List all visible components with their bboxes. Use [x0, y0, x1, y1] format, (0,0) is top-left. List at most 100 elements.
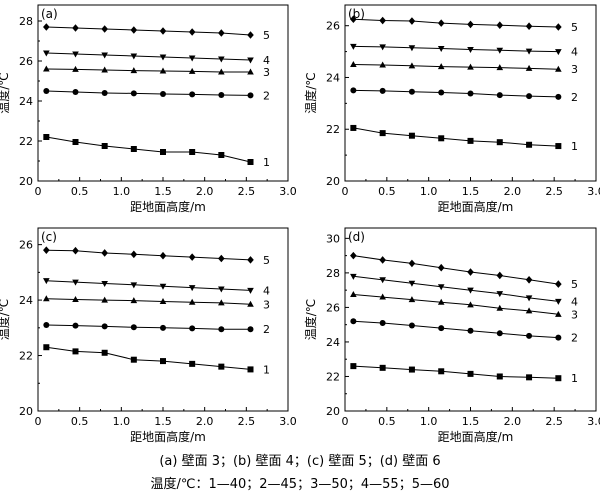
- data-point-5: [525, 22, 533, 31]
- series-label: 5: [571, 278, 578, 291]
- data-point-2: [160, 324, 166, 331]
- y-tick-label: 26: [326, 20, 340, 33]
- series-line-3: [353, 294, 559, 315]
- data-point-1: [72, 139, 79, 145]
- series-5: 5: [43, 246, 270, 267]
- data-point-1: [130, 146, 137, 152]
- chart-panel-4: 00.51.01.52.02.53.0202224262830距地面高度/m温度…: [303, 227, 600, 444]
- series-line-5: [353, 18, 559, 28]
- data-point-4: [43, 278, 50, 285]
- data-point-5: [72, 24, 79, 32]
- series-line-2: [353, 89, 559, 98]
- data-point-2: [72, 89, 79, 95]
- x-tick-label: 0: [342, 185, 349, 198]
- x-tick-label: 3.0: [279, 185, 297, 198]
- series-2: 2: [350, 87, 578, 104]
- data-point-5: [437, 263, 445, 272]
- data-point-4: [188, 285, 196, 292]
- data-point-5: [188, 253, 196, 261]
- data-point-2: [408, 88, 415, 95]
- data-point-2: [247, 92, 254, 99]
- y-tick-label: 24: [326, 336, 340, 349]
- data-point-5: [496, 21, 504, 29]
- data-point-1: [408, 366, 415, 373]
- series-label: 4: [571, 46, 578, 59]
- series-line-1: [46, 346, 251, 370]
- data-point-3: [159, 297, 167, 304]
- series-line-2: [46, 90, 251, 96]
- data-point-4: [525, 295, 533, 302]
- data-point-2: [526, 332, 533, 339]
- data-point-2: [189, 91, 196, 98]
- data-point-1: [43, 344, 50, 351]
- data-point-5: [408, 259, 416, 268]
- y-tick-label: 24: [19, 95, 33, 108]
- data-point-4: [247, 57, 254, 64]
- data-point-3: [379, 61, 386, 68]
- series-5: 5: [43, 23, 270, 42]
- series-line-4: [353, 45, 559, 53]
- series-line-3: [353, 64, 559, 70]
- y-tick-label: 20: [19, 175, 33, 188]
- y-tick-label: 22: [19, 350, 33, 363]
- data-point-1: [101, 143, 108, 149]
- data-point-3: [72, 296, 79, 303]
- data-point-2: [350, 87, 357, 94]
- series-line-2: [353, 320, 559, 339]
- y-tick-label: 26: [326, 301, 340, 314]
- data-point-3: [130, 297, 138, 304]
- chart-panel-1: 0 0.5 1.0 1.5 2.0 2.5 3.02022242628距地面高度/m温度/℃…: [0, 4, 297, 214]
- data-point-2: [379, 319, 386, 326]
- data-point-1: [72, 348, 79, 355]
- data-point-3: [555, 310, 562, 317]
- data-point-3: [101, 296, 108, 303]
- series-1: 1: [350, 124, 578, 153]
- x-tick-label: 2.5: [545, 185, 563, 198]
- data-point-2: [555, 93, 562, 100]
- data-point-4: [437, 45, 445, 52]
- data-point-3: [496, 64, 504, 71]
- data-point-5: [496, 271, 504, 280]
- data-point-4: [188, 55, 196, 62]
- data-point-5: [467, 268, 474, 276]
- series-4: 4: [43, 278, 270, 297]
- figure-caption-legend: 温度/℃：1—40；2—45；3—50；4—55；5—60: [150, 477, 450, 492]
- data-point-5: [379, 256, 386, 264]
- data-point-1: [379, 364, 386, 371]
- series-line-1: [46, 136, 251, 163]
- data-point-1: [43, 134, 50, 140]
- y-tick-label: 24: [19, 294, 33, 307]
- series-line-4: [46, 280, 251, 291]
- data-point-3: [350, 61, 357, 68]
- x-tick-label: 1.0: [113, 185, 131, 198]
- data-point-2: [130, 90, 137, 97]
- x-tick-label: 0: [342, 415, 349, 428]
- data-point-4: [159, 283, 167, 290]
- series-4: 4: [350, 273, 578, 308]
- data-point-1: [526, 141, 533, 148]
- x-tick-label: 0: [35, 185, 42, 198]
- x-tick-label: 0.5: [71, 415, 89, 428]
- data-point-1: [555, 375, 562, 382]
- data-point-2: [43, 322, 50, 329]
- x-tick-label: 3.0: [587, 415, 600, 428]
- series-4: 4: [43, 50, 270, 67]
- series-label: 4: [571, 295, 578, 308]
- data-point-4: [350, 43, 357, 50]
- data-point-3: [247, 68, 254, 75]
- data-point-4: [555, 49, 562, 56]
- data-point-4: [408, 280, 416, 287]
- data-point-5: [467, 20, 474, 29]
- data-point-2: [72, 322, 79, 329]
- data-point-4: [408, 45, 416, 52]
- data-point-3: [496, 304, 504, 311]
- data-point-3: [72, 65, 79, 72]
- data-point-2: [408, 322, 415, 329]
- series-label: 5: [263, 29, 270, 42]
- series-line-5: [46, 249, 251, 261]
- y-axis-title: 温度/℃: [303, 72, 318, 114]
- data-point-4: [130, 53, 138, 60]
- data-point-3: [467, 301, 474, 308]
- data-point-5: [247, 256, 254, 264]
- data-point-5: [525, 275, 533, 284]
